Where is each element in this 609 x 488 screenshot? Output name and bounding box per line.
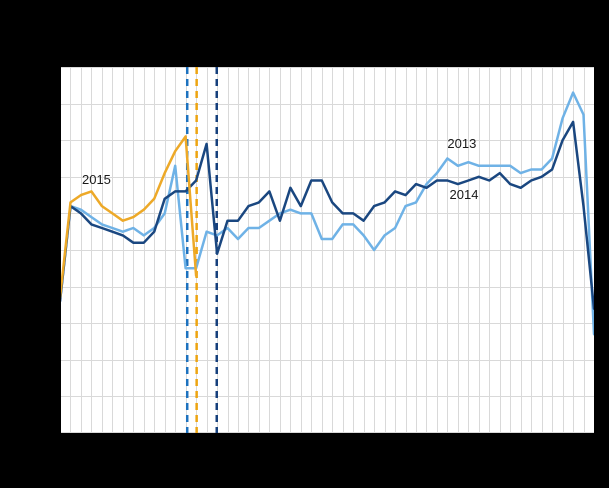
label-2015: 2015 xyxy=(81,172,111,188)
label-2014: 2014 xyxy=(449,187,479,203)
series-line-2014 xyxy=(60,120,594,310)
series-line-2013 xyxy=(60,91,594,336)
chart-svg xyxy=(60,67,594,433)
series-line-2015 xyxy=(60,135,198,299)
plot-area: 2015 2013 2014 xyxy=(60,67,594,433)
label-2013: 2013 xyxy=(447,135,477,151)
